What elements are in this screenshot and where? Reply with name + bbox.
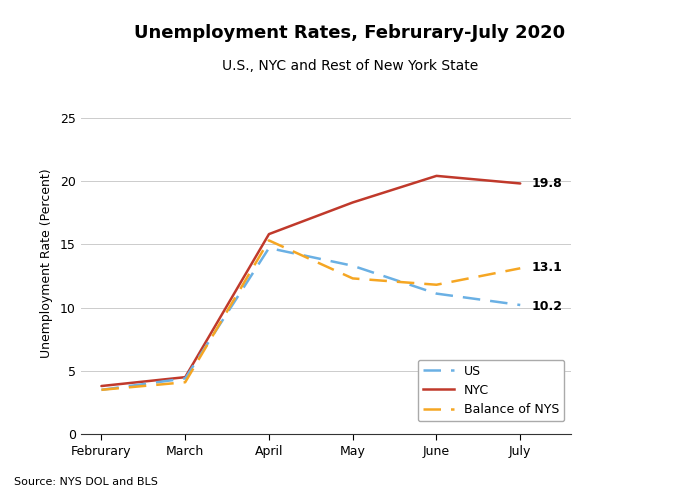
- Legend: US, NYC, Balance of NYS: US, NYC, Balance of NYS: [418, 360, 564, 421]
- Text: 10.2: 10.2: [531, 300, 562, 313]
- Text: Unemployment Rates, Februrary-July 2020: Unemployment Rates, Februrary-July 2020: [134, 24, 566, 42]
- Text: Source: NYS DOL and BLS: Source: NYS DOL and BLS: [14, 477, 158, 487]
- Text: 19.8: 19.8: [531, 177, 562, 190]
- Text: 13.1: 13.1: [531, 260, 562, 273]
- Y-axis label: Unemployment Rate (Percent): Unemployment Rate (Percent): [40, 168, 52, 358]
- Text: U.S., NYC and Rest of New York State: U.S., NYC and Rest of New York State: [222, 59, 478, 73]
